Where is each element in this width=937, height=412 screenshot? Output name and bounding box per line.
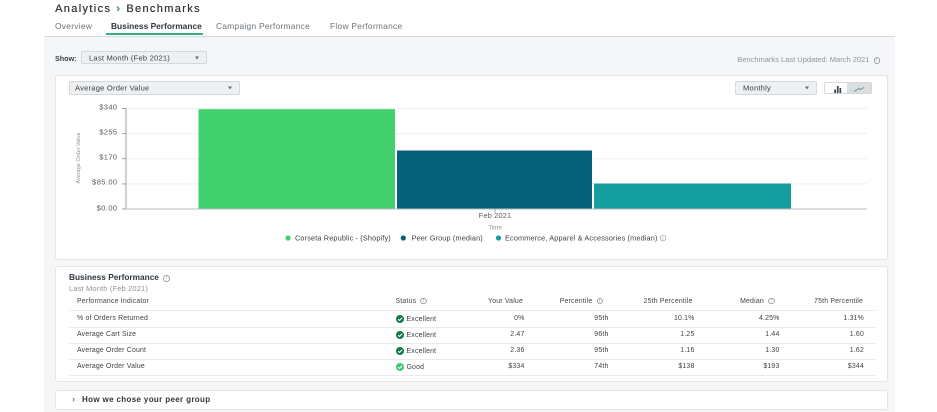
svg-text:$85.00: $85.00 [92,178,117,187]
svg-text:Corseta Republic - (Shopify): Corseta Republic - (Shopify) [295,234,391,243]
svg-text:Ecommerce, Apparel & Accessori: Ecommerce, Apparel & Accessories (median… [505,234,658,243]
svg-text:i: i [662,236,663,242]
svg-text:Time: Time [488,225,502,232]
svg-text:Peer Group (median): Peer Group (median) [412,234,483,243]
svg-text:Feb 2021: Feb 2021 [479,211,511,220]
svg-text:$170: $170 [99,153,117,162]
svg-text:Average Order Value: Average Order Value [76,132,82,183]
svg-text:$0.00: $0.00 [97,203,118,212]
svg-text:$340: $340 [99,102,117,111]
svg-text:$255: $255 [99,127,117,136]
